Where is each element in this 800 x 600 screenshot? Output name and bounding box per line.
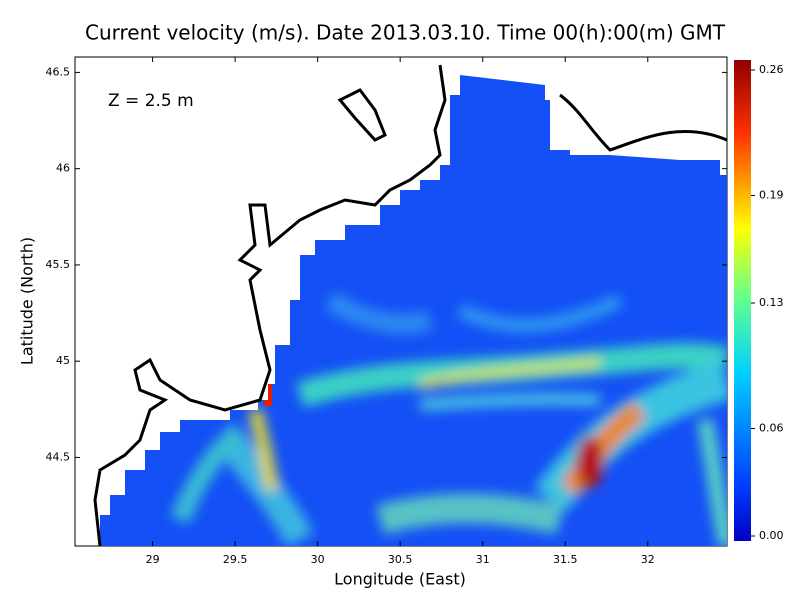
y-tick-label: 44.5	[46, 450, 71, 463]
y-tick-label: 45	[56, 354, 70, 367]
x-tick-label: 31	[476, 553, 490, 566]
y-axis-label: Latitude (North)	[18, 237, 37, 365]
title: Current velocity (m/s). Date 2013.03.10.…	[85, 21, 726, 45]
colorbar-tick-label: 0.00	[759, 529, 784, 542]
x-axis-label: Longitude (East)	[334, 570, 466, 589]
colorbar-tick-label: 0.19	[759, 188, 784, 201]
x-tick-label: 30.5	[388, 553, 413, 566]
y-tick-label: 45.5	[46, 258, 71, 271]
coastline	[93, 64, 728, 547]
x-tick-label: 30	[311, 553, 325, 566]
x-tick-label: 32	[641, 553, 655, 566]
colorbar-tick-label: 0.13	[759, 296, 784, 309]
x-tick-label: 31.5	[553, 553, 578, 566]
colorbar	[734, 60, 751, 541]
y-tick-label: 46.5	[46, 65, 71, 78]
x-tick-label: 29	[146, 553, 160, 566]
colorbar-tick-label: 0.06	[759, 421, 784, 434]
colorbar-tick-label: 0.26	[759, 63, 784, 76]
x-tick-label: 29.5	[223, 553, 248, 566]
y-tick-label: 46	[56, 162, 70, 175]
depth-label: Z = 2.5 m	[108, 91, 194, 111]
